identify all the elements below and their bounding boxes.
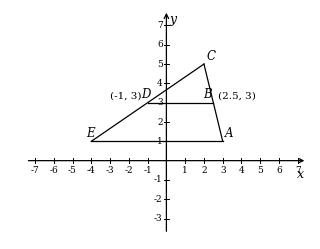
Text: 4: 4 (239, 166, 244, 175)
Text: 7: 7 (295, 166, 301, 175)
Text: 1: 1 (182, 166, 188, 175)
Text: -7: -7 (31, 166, 39, 175)
Text: 3: 3 (157, 98, 163, 107)
Text: -2: -2 (124, 166, 133, 175)
Text: 4: 4 (157, 79, 163, 88)
Text: E: E (87, 127, 95, 140)
Text: -6: -6 (49, 166, 58, 175)
Text: 5: 5 (157, 60, 163, 68)
Text: -3: -3 (154, 214, 163, 223)
Text: C: C (206, 50, 215, 62)
Text: D: D (141, 88, 150, 101)
Text: 1: 1 (157, 137, 163, 146)
Text: 2: 2 (201, 166, 207, 175)
Text: (-1, 3): (-1, 3) (110, 91, 141, 100)
Text: 7: 7 (157, 21, 163, 30)
Text: 3: 3 (220, 166, 226, 175)
Text: -1: -1 (143, 166, 152, 175)
Text: -1: -1 (154, 176, 163, 185)
Text: A: A (225, 127, 234, 140)
Text: -2: -2 (154, 195, 163, 204)
Text: -5: -5 (68, 166, 77, 175)
Text: (2.5, 3): (2.5, 3) (218, 91, 256, 100)
Text: 6: 6 (157, 40, 163, 49)
Text: 6: 6 (276, 166, 282, 175)
Text: y: y (169, 13, 176, 26)
Text: 5: 5 (257, 166, 263, 175)
Text: 2: 2 (157, 118, 163, 126)
Text: -4: -4 (87, 166, 96, 175)
Text: B: B (203, 88, 212, 101)
Text: -3: -3 (106, 166, 114, 175)
Text: x: x (297, 168, 304, 181)
